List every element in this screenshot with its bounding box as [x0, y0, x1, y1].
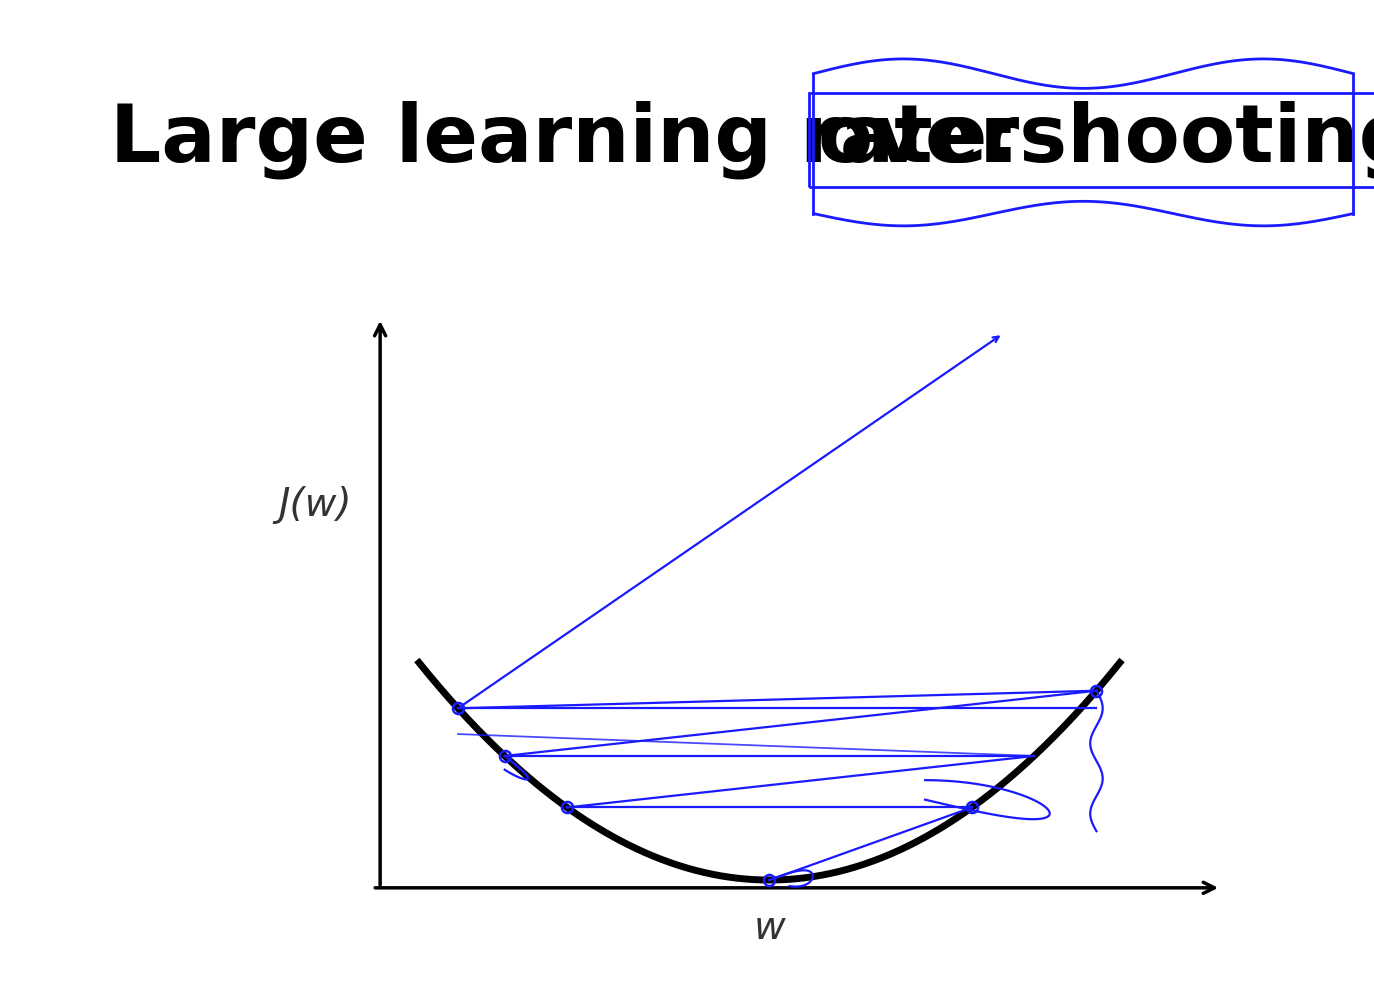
Text: J(w): J(w) — [278, 486, 352, 524]
Text: overshooting: overshooting — [818, 101, 1374, 179]
Text: w: w — [753, 908, 786, 947]
Text: Large learning rate:: Large learning rate: — [110, 101, 1047, 179]
